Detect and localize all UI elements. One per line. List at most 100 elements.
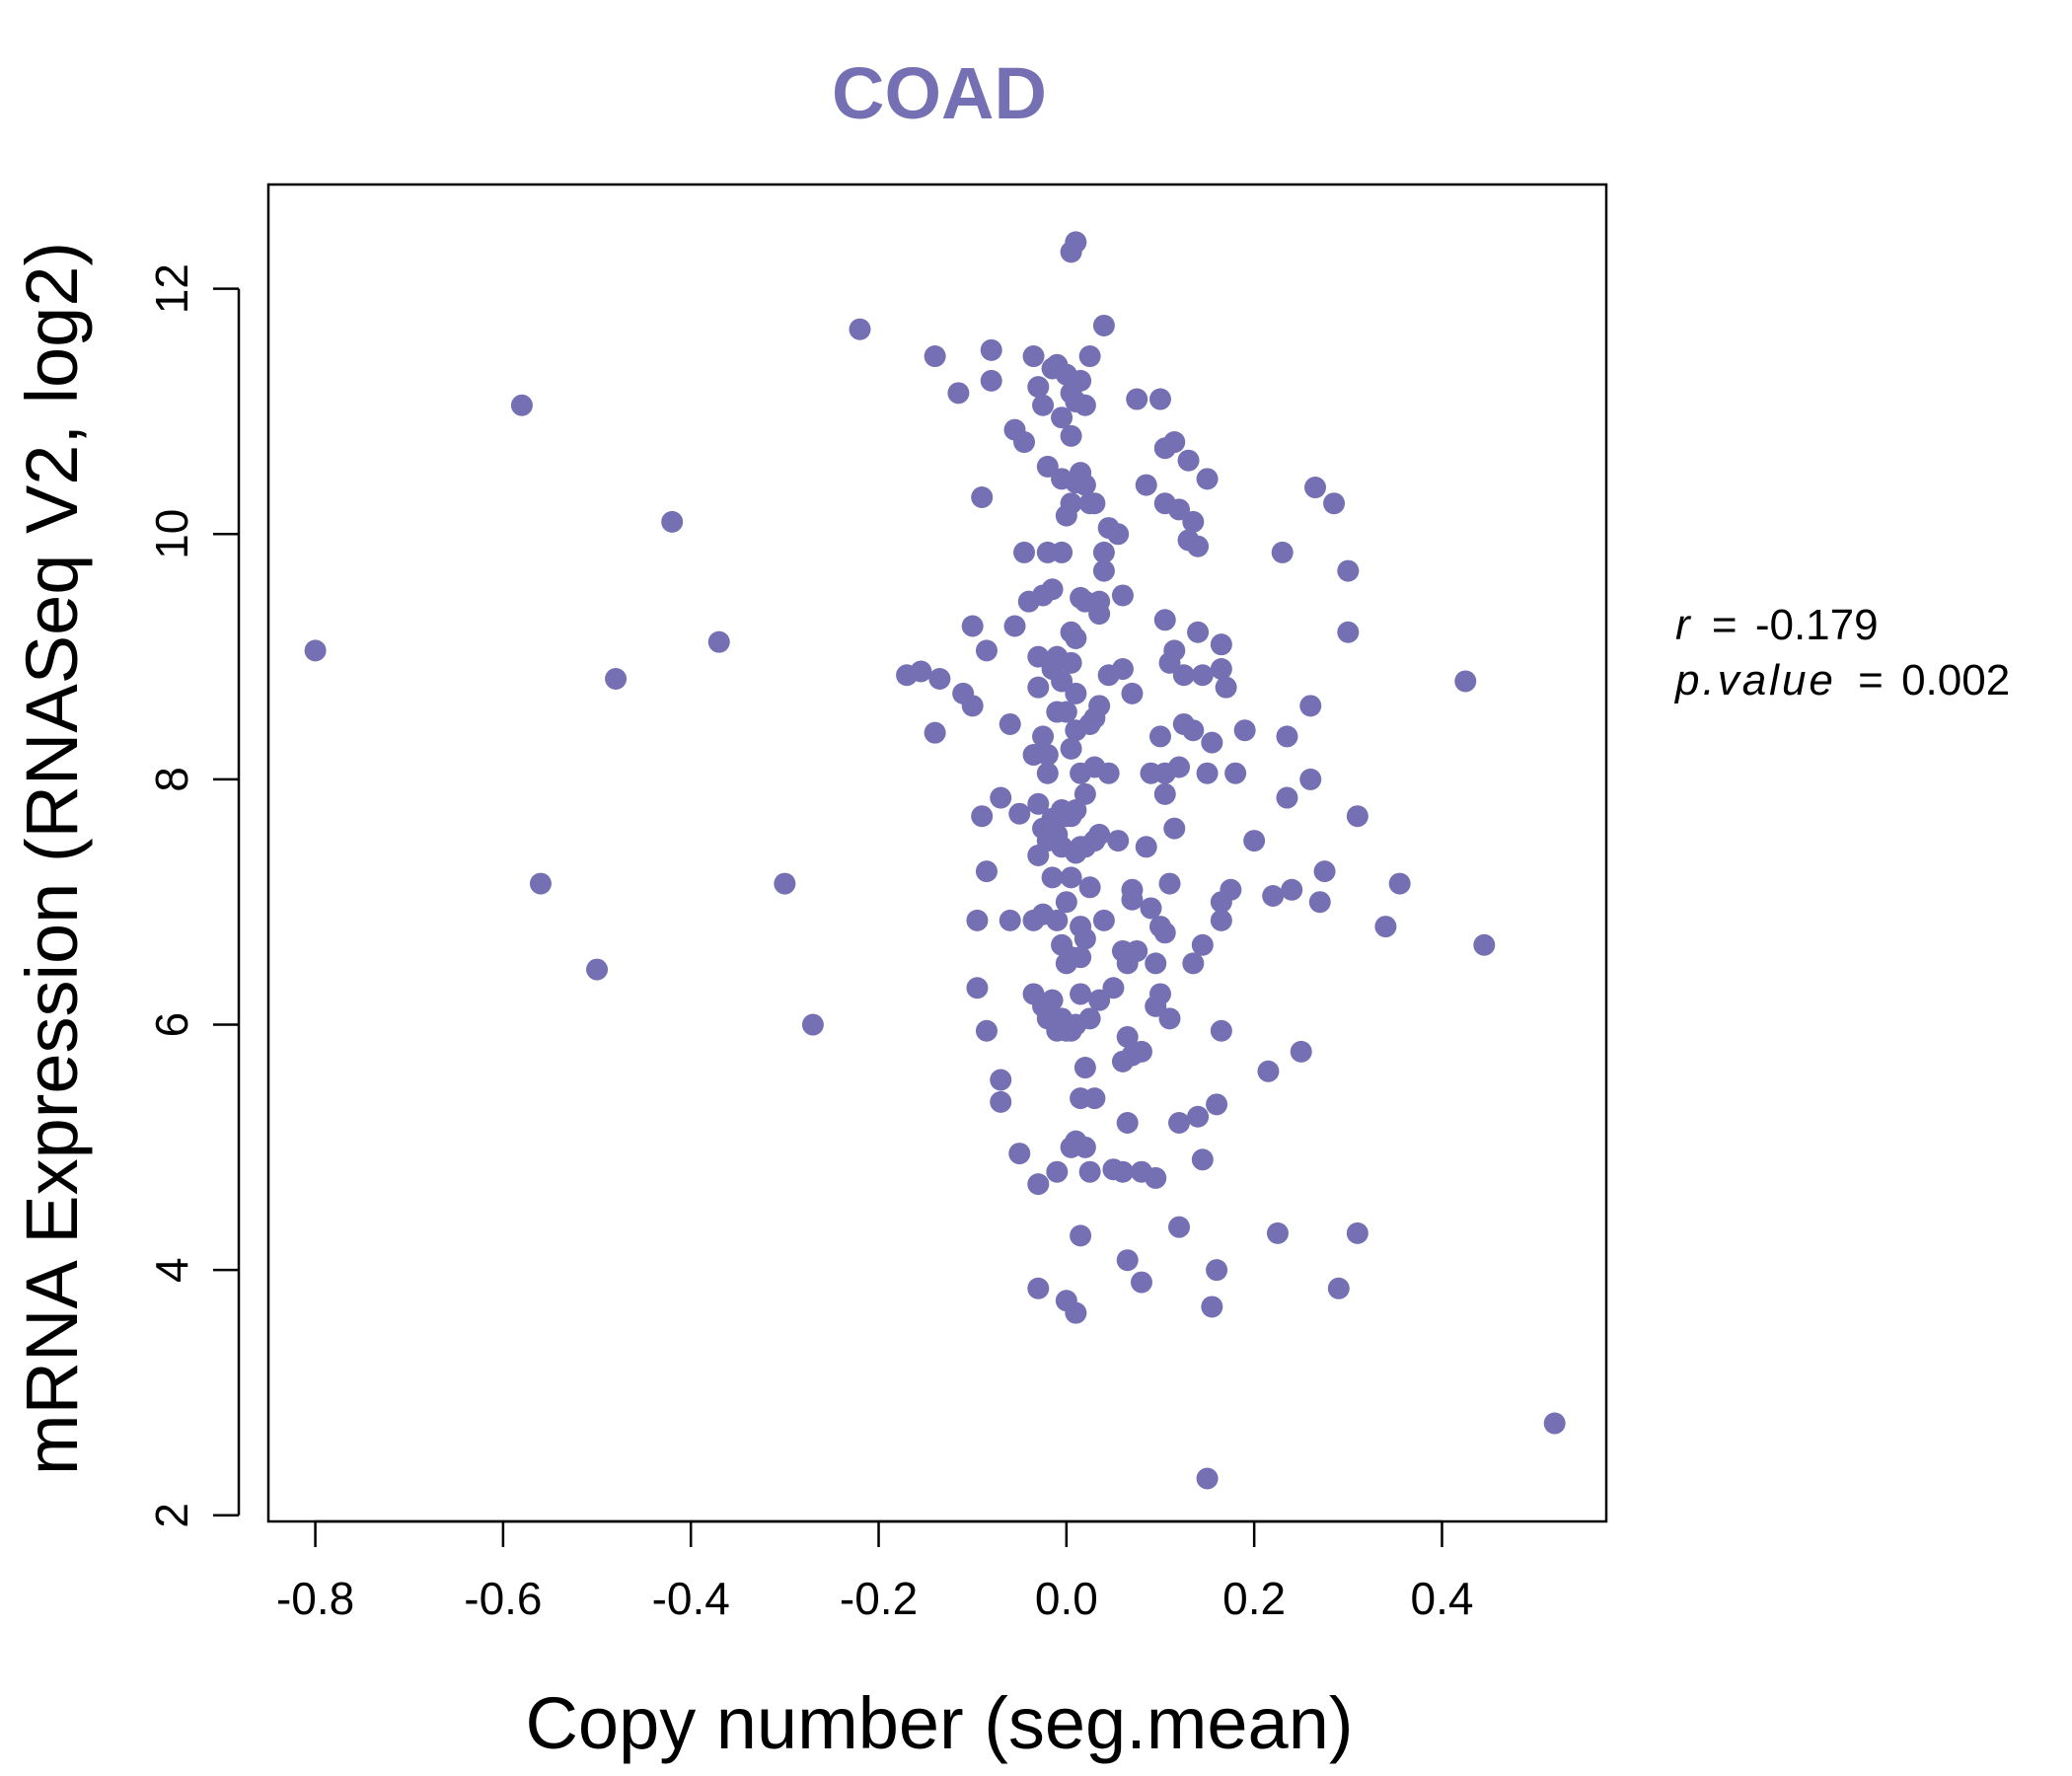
x-tick-label: -0.2	[840, 1573, 918, 1624]
data-point	[1187, 1105, 1210, 1128]
data-point	[990, 1090, 1012, 1113]
data-point	[1065, 682, 1087, 704]
data-point	[1346, 1221, 1369, 1244]
data-point	[1187, 535, 1210, 557]
data-point	[510, 394, 533, 416]
data-point	[1078, 1160, 1101, 1183]
x-tick-label: 0.4	[1410, 1573, 1473, 1624]
data-point	[1107, 523, 1130, 546]
data-point	[1172, 664, 1195, 687]
data-point	[1083, 1087, 1106, 1110]
y-tick-label: 10	[146, 509, 197, 559]
data-point	[1027, 645, 1050, 668]
data-point	[1032, 725, 1055, 748]
data-point	[1060, 737, 1082, 760]
data-point	[1135, 836, 1157, 858]
data-point	[1130, 1040, 1152, 1063]
data-point	[1036, 744, 1059, 767]
data-point	[1051, 541, 1073, 563]
data-point	[910, 660, 932, 683]
data-point	[605, 667, 628, 690]
data-point	[1158, 1007, 1181, 1030]
data-point	[1013, 541, 1036, 563]
data-point	[1153, 782, 1176, 805]
data-point	[975, 1019, 998, 1042]
data-point	[1201, 731, 1223, 754]
svg-text:r = -0.179: r = -0.179	[1675, 601, 1879, 649]
data-point	[1065, 627, 1087, 649]
data-point	[1088, 989, 1111, 1011]
data-point	[1196, 468, 1219, 490]
data-point	[924, 345, 946, 368]
data-point	[1454, 670, 1477, 693]
y-axis-label: mRNA Expression (RNASeq V2, log2)	[11, 242, 93, 1475]
data-point	[1121, 682, 1144, 704]
data-point	[1078, 1007, 1101, 1030]
data-point	[1065, 798, 1087, 821]
data-point	[1168, 1111, 1191, 1134]
p-equals: =	[1858, 656, 1884, 704]
data-point	[1206, 1093, 1228, 1116]
data-point	[1073, 394, 1096, 416]
data-point	[1073, 1057, 1096, 1079]
data-point	[1055, 701, 1077, 723]
data-point	[975, 639, 998, 662]
data-point	[1323, 492, 1346, 515]
data-point	[1092, 541, 1115, 563]
data-point	[1107, 830, 1130, 852]
data-point	[1060, 866, 1082, 889]
data-point	[1088, 695, 1111, 717]
data-point	[1187, 621, 1210, 643]
data-point	[1041, 578, 1064, 601]
data-point	[971, 805, 994, 828]
data-point	[1271, 541, 1294, 563]
data-point	[1182, 719, 1205, 742]
x-tick-label: -0.4	[652, 1573, 730, 1624]
data-point	[1168, 756, 1191, 778]
data-point	[1046, 1160, 1069, 1183]
data-point	[1065, 231, 1087, 254]
data-point	[1022, 345, 1045, 368]
data-point	[1313, 860, 1336, 883]
data-point	[1276, 786, 1298, 809]
data-point	[1182, 952, 1205, 975]
data-point	[661, 510, 684, 533]
data-point	[1191, 664, 1214, 687]
data-point	[1003, 615, 1026, 637]
data-point	[1262, 885, 1285, 908]
data-point	[1191, 1148, 1214, 1171]
data-point	[1092, 559, 1115, 582]
data-point	[1070, 946, 1092, 969]
data-point	[1281, 878, 1303, 901]
data-point	[1346, 805, 1369, 828]
data-point	[1046, 909, 1069, 931]
data-point	[1008, 1143, 1031, 1165]
data-point	[849, 318, 871, 340]
data-point	[1041, 866, 1064, 889]
data-point	[1210, 1019, 1232, 1042]
data-point	[1065, 1301, 1087, 1324]
data-point	[774, 872, 796, 895]
data-point	[999, 909, 1021, 931]
data-point	[1145, 1166, 1167, 1189]
data-point	[1233, 719, 1256, 742]
data-point	[1121, 888, 1144, 911]
data-point	[1027, 792, 1050, 815]
data-point	[1111, 584, 1134, 607]
data-point	[1130, 1271, 1152, 1294]
data-point	[1215, 676, 1237, 699]
data-point	[1299, 768, 1322, 790]
data-point	[1201, 1295, 1223, 1318]
r-value: -0.179	[1755, 601, 1879, 649]
data-point	[1036, 455, 1059, 478]
data-point	[1210, 909, 1232, 931]
data-point	[1149, 983, 1171, 1005]
data-point	[1092, 909, 1115, 931]
data-point	[1111, 658, 1134, 681]
data-point	[999, 712, 1021, 735]
data-point	[1168, 498, 1191, 521]
data-point	[1220, 878, 1242, 901]
data-point	[1153, 922, 1176, 944]
plot-area-border	[266, 183, 1608, 1523]
